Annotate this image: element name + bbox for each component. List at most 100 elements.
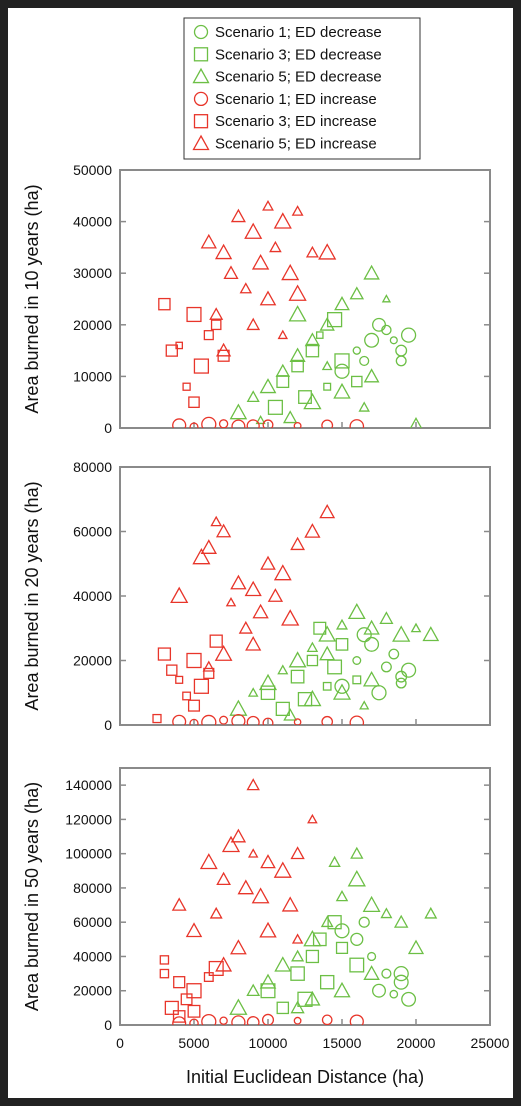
data-point (244, 580, 262, 597)
data-point (359, 700, 370, 710)
data-point (230, 208, 246, 223)
data-point (175, 675, 184, 684)
data-point (244, 222, 263, 239)
data-point (172, 418, 187, 428)
legend-entry: Scenario 5; ED decrease (192, 67, 382, 86)
data-point (332, 683, 352, 700)
data-point (210, 319, 222, 331)
data-point (335, 638, 349, 651)
data-point (239, 282, 253, 294)
data-point (323, 382, 332, 391)
data-point (245, 636, 262, 651)
data-point (350, 846, 364, 859)
data-point (277, 329, 289, 340)
data-point (189, 422, 199, 428)
data-point (290, 966, 305, 981)
data-point (192, 548, 211, 565)
legend-label: Scenario 3; ED decrease (215, 46, 382, 63)
data-point (223, 265, 239, 280)
x-tick-label: 10000 (249, 1035, 288, 1051)
y-tick-label: 60000 (73, 914, 112, 930)
data-point (158, 297, 171, 311)
data-point (321, 419, 334, 428)
data-point (247, 848, 259, 858)
data-point (230, 574, 247, 590)
data-point (201, 714, 217, 725)
data-point (180, 993, 193, 1006)
data-point (281, 609, 300, 626)
data-point (231, 419, 246, 428)
data-point (291, 205, 304, 216)
y-tick-label: 40000 (73, 214, 112, 230)
data-point (210, 515, 223, 527)
data-point (347, 602, 366, 620)
data-point (293, 718, 302, 725)
data-point (359, 355, 370, 367)
data-point (352, 346, 362, 355)
data-point (319, 503, 336, 519)
data-point (246, 1016, 260, 1025)
data-point (189, 1018, 199, 1025)
plot-frame (119, 466, 491, 726)
data-point (273, 861, 292, 878)
x-tick-label: 20000 (397, 1035, 436, 1051)
data-point (188, 396, 200, 408)
data-point (231, 1015, 246, 1025)
data-point (321, 1014, 333, 1025)
y-tick-label: 100000 (65, 846, 112, 862)
series-square-decrease (260, 915, 365, 1015)
data-point (214, 644, 233, 661)
data-point (246, 317, 261, 331)
data-point (291, 949, 305, 962)
data-point (350, 932, 364, 946)
y-tick-label: 80000 (73, 880, 112, 896)
data-point (362, 895, 381, 912)
series-triangle-increase (170, 503, 336, 672)
data-point (199, 853, 218, 870)
data-point (262, 419, 274, 428)
data-point (200, 233, 217, 249)
x-axis-title: Initial Euclidean Distance (ha) (186, 1067, 424, 1087)
data-point (172, 1016, 187, 1025)
data-point (225, 596, 237, 607)
data-point (335, 618, 349, 630)
legend-square-icon (193, 114, 209, 129)
plot-area (159, 778, 438, 1025)
data-point (334, 363, 350, 379)
data-point (371, 685, 387, 701)
data-point (172, 1010, 186, 1023)
data-point (152, 713, 162, 724)
data-point (381, 294, 392, 303)
data-point (262, 199, 274, 211)
data-point (289, 347, 306, 362)
legend-entry: Scenario 5; ED increase (192, 134, 377, 153)
data-point (305, 949, 320, 964)
y-axis-title: Area burned in 50 years (ha) (22, 782, 42, 1011)
data-point (290, 536, 306, 551)
data-point (327, 659, 343, 675)
data-point (283, 708, 298, 721)
data-point (251, 253, 270, 270)
data-point (230, 828, 247, 843)
data-point (349, 286, 365, 300)
data-point (392, 625, 411, 642)
data-point (277, 664, 289, 675)
plot-area (152, 503, 440, 725)
legend-label: Scenario 1; ED decrease (215, 24, 382, 41)
data-point (395, 355, 407, 367)
data-point (318, 625, 337, 642)
data-point (327, 915, 342, 930)
data-point (358, 916, 370, 928)
legend-entry: Scenario 3; ED increase (193, 113, 377, 130)
data-point (393, 974, 409, 990)
y-tick-label: 140000 (65, 777, 112, 793)
series-square-increase (158, 297, 230, 408)
data-point (260, 555, 276, 570)
data-point (422, 626, 440, 642)
data-point (159, 955, 170, 965)
data-point (267, 588, 284, 602)
plot-area (158, 199, 423, 428)
data-point (297, 991, 313, 1007)
data-point (291, 933, 304, 944)
